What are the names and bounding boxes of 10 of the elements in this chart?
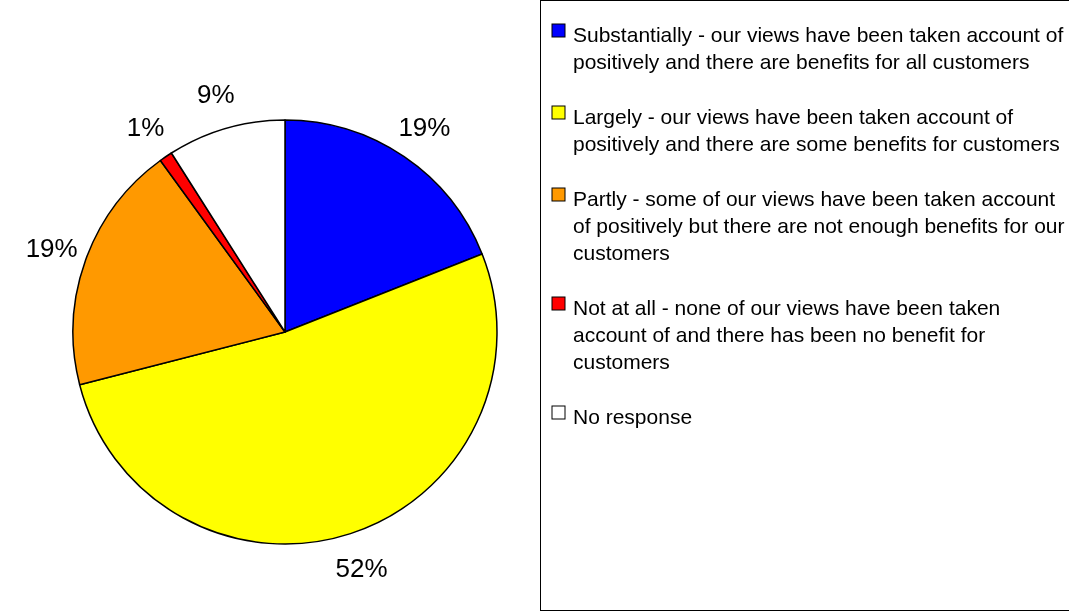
data-label: 1%: [126, 111, 165, 142]
legend-label: Not at all - none of our views have been taken account of and there has been no benefit for customers: [573, 295, 1001, 373]
legend-label: Substantially - our views have been taken account of positively and there are benefits for all customers: [573, 22, 1064, 73]
data-label: 52%: [335, 552, 388, 583]
data-label: 19%: [25, 232, 78, 263]
data-label: 19%: [398, 111, 451, 142]
legend-label: Largely - our views have been taken account of positively and there are some benefits for customers: [573, 104, 1060, 155]
legend-label: No response: [573, 404, 693, 428]
legend-label: Partly - some of our views have been taken account of positively but there are not enough benefits for our customers: [573, 186, 1065, 264]
data-label: 9%: [197, 78, 235, 109]
